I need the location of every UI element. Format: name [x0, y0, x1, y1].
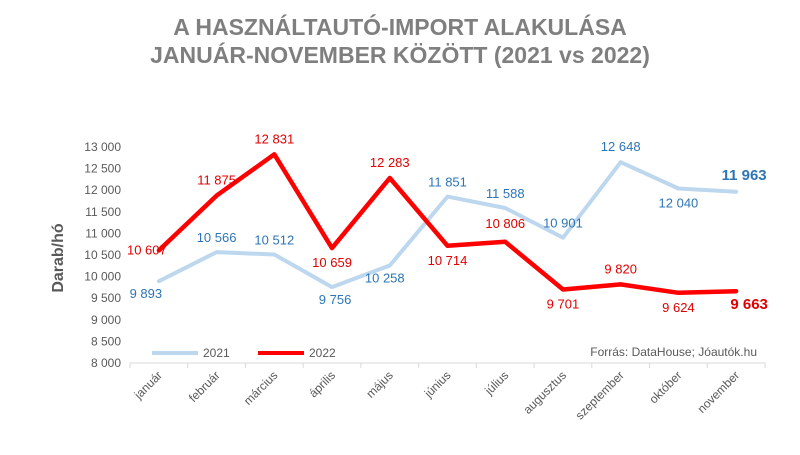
x-tick-label: június [421, 368, 454, 401]
data-label-2021: 10 901 [543, 216, 583, 231]
series-line-2021 [156, 160, 739, 290]
data-label-2021: 10 258 [365, 270, 405, 285]
y-tick-label: 13 000 [84, 140, 121, 154]
x-tick-label: március [241, 368, 281, 408]
data-label-2022: 10 806 [485, 216, 525, 231]
data-label-2021: 10 566 [197, 230, 237, 245]
y-tick-label: 12 000 [84, 183, 121, 197]
y-tick-label: 10 000 [84, 270, 121, 284]
y-tick-label: 8 500 [91, 334, 121, 348]
x-tick-label: április [306, 368, 338, 400]
y-tick-label: 10 500 [84, 248, 121, 262]
legend: 2021 2022 [152, 346, 336, 360]
y-tick-label: 9 500 [91, 291, 121, 305]
x-tick-label: május [363, 368, 396, 401]
data-label-2021: 12 040 [659, 195, 699, 210]
x-tick-label: augusztus [520, 368, 569, 417]
chart-title-line-2: JANUÁR-NOVEMBER KÖZÖTT (2021 vs 2022) [150, 42, 650, 68]
data-label-2022: 9 624 [662, 300, 695, 315]
x-tick-label: november [695, 368, 743, 416]
y-tick-label: 11 000 [85, 226, 121, 240]
y-tick-label: 12 500 [84, 162, 121, 176]
data-label-2022: 12 283 [370, 155, 410, 170]
x-tick-label: január [131, 368, 165, 402]
data-label-2021: 12 648 [601, 139, 641, 154]
data-label-2021: 11 851 [428, 175, 467, 190]
legend-label-2022: 2022 [309, 346, 336, 360]
legend-label-2021: 2021 [203, 346, 230, 360]
series-lines [156, 152, 739, 296]
x-tick-label: július [481, 368, 511, 398]
data-label-2022: 12 831 [254, 131, 294, 146]
data-label-2022: 10 714 [428, 253, 468, 268]
series-line-2022 [156, 152, 739, 296]
data-label-2022: 9 820 [604, 261, 637, 276]
y-axis-label: Darab/hó [50, 223, 67, 293]
y-tick-label: 11 500 [85, 205, 121, 219]
data-label-2022: 9 663 [730, 296, 768, 313]
y-axis: 8 000 8 500 9 000 9 500 10 000 10 500 11 000 11… [84, 140, 121, 370]
data-label-2021: 9 893 [130, 286, 163, 301]
x-tick-label: február [186, 368, 223, 405]
data-label-2021: 9 756 [319, 292, 352, 307]
data-labels: 9 893 10 566 10 512 9 756 10 258 11 851 11 588… [127, 131, 768, 315]
source-note: Forrás: DataHouse; Jóautók.hu [590, 345, 757, 359]
data-label-2022: 10 607 [127, 242, 167, 257]
data-label-2022: 10 659 [312, 255, 352, 270]
data-label-2022: 9 701 [547, 297, 580, 312]
data-label-2021: 11 963 [722, 167, 767, 184]
chart-title-line-1: A HASZNÁLTAUTÓ-IMPORT ALAKULÁSA [173, 14, 627, 40]
y-tick-label: 9 000 [91, 313, 121, 327]
x-axis: január február március április május június jú… [129, 363, 766, 422]
chart-title: A HASZNÁLTAUTÓ-IMPORT ALAKULÁSA JANUÁR-N… [0, 13, 800, 69]
data-label-2022: 11 875 [197, 173, 236, 188]
data-label-2021: 11 588 [486, 186, 525, 201]
x-tick-label: szeptember [573, 368, 627, 422]
y-tick-label: 8 000 [91, 356, 121, 370]
x-tick-label: október [646, 368, 684, 406]
data-label-2021: 10 512 [254, 232, 294, 247]
